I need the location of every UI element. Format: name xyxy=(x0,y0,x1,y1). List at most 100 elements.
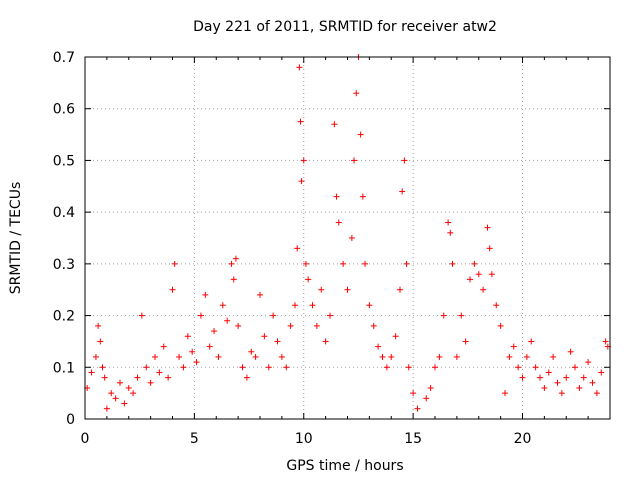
data-point xyxy=(298,178,305,185)
data-point xyxy=(558,390,565,397)
data-point xyxy=(375,343,382,350)
data-point xyxy=(486,245,493,252)
data-point xyxy=(353,90,360,97)
data-point xyxy=(211,328,218,335)
data-point xyxy=(351,157,358,164)
data-point xyxy=(232,255,239,262)
data-point xyxy=(176,353,183,360)
data-point xyxy=(143,364,150,371)
data-point xyxy=(572,364,578,371)
data-point xyxy=(388,353,395,360)
data-point xyxy=(92,353,99,360)
x-tick-label: 15 xyxy=(404,431,422,447)
data-point xyxy=(333,193,340,200)
data-point xyxy=(239,364,246,371)
data-point xyxy=(202,291,209,298)
data-point xyxy=(403,260,410,267)
x-tick-label: 5 xyxy=(190,431,199,447)
data-point xyxy=(99,364,106,371)
y-tick-label: 0.2 xyxy=(53,309,75,325)
y-tick-label: 0.5 xyxy=(53,153,75,169)
data-point xyxy=(197,312,204,319)
data-point xyxy=(138,312,145,319)
data-point xyxy=(165,374,172,381)
data-point xyxy=(130,390,137,397)
data-point xyxy=(447,229,454,236)
data-point xyxy=(302,260,309,267)
data-point xyxy=(567,348,574,355)
data-point xyxy=(283,364,290,371)
data-point xyxy=(545,369,552,376)
data-point xyxy=(484,224,491,231)
data-point xyxy=(335,219,342,226)
data-point xyxy=(193,359,200,366)
data-point xyxy=(436,353,443,360)
y-axis-ticks: 0 0.1 0.2 0.3 0.4 0.5 0.6 0.7 xyxy=(53,50,610,428)
data-point xyxy=(340,260,347,267)
data-point xyxy=(554,379,561,386)
data-point xyxy=(265,364,272,371)
data-point xyxy=(445,219,452,226)
data-point xyxy=(287,322,294,329)
data-point xyxy=(510,343,517,350)
data-point xyxy=(379,353,386,360)
data-point xyxy=(224,317,231,324)
data-point xyxy=(397,286,403,293)
data-point xyxy=(453,353,460,360)
x-tick-label: 0 xyxy=(81,431,90,447)
data-point xyxy=(327,312,333,319)
data-point xyxy=(357,131,364,138)
y-tick-label: 0 xyxy=(66,412,75,428)
data-point xyxy=(156,369,163,376)
data-point xyxy=(401,157,408,164)
data-point xyxy=(152,353,158,360)
data-point xyxy=(576,384,583,391)
data-point xyxy=(410,390,417,397)
data-point xyxy=(95,322,102,329)
data-point xyxy=(362,260,368,267)
data-point xyxy=(383,364,390,371)
data-points xyxy=(84,54,611,412)
data-point xyxy=(550,353,557,360)
data-point xyxy=(449,260,456,267)
data-point xyxy=(121,400,128,407)
data-point xyxy=(189,348,196,355)
data-point xyxy=(593,390,600,397)
data-point xyxy=(318,286,325,293)
data-point xyxy=(270,312,277,319)
data-point xyxy=(296,64,303,71)
data-point xyxy=(243,374,250,381)
data-point xyxy=(528,338,535,345)
data-point xyxy=(101,374,108,381)
data-point xyxy=(580,374,587,381)
data-point xyxy=(169,286,176,293)
data-point xyxy=(480,286,487,293)
data-point xyxy=(125,384,132,391)
data-point xyxy=(506,353,513,360)
data-point xyxy=(405,364,412,371)
data-point xyxy=(274,338,281,345)
data-point xyxy=(305,276,312,283)
data-point xyxy=(458,312,465,319)
data-point xyxy=(278,353,285,360)
x-tick-label: 10 xyxy=(295,431,313,447)
data-point xyxy=(112,395,119,402)
data-point xyxy=(523,353,530,360)
data-point xyxy=(257,291,263,298)
data-point xyxy=(471,260,478,267)
data-point xyxy=(497,322,504,329)
data-point xyxy=(331,121,338,128)
data-point xyxy=(462,338,469,345)
y-tick-label: 0.6 xyxy=(53,102,75,118)
x-axis-title: GPS time / hours xyxy=(286,458,403,474)
data-point xyxy=(519,374,526,381)
data-point xyxy=(108,390,115,397)
data-point xyxy=(475,271,482,278)
data-point xyxy=(252,353,259,360)
x-axis-ticks: 0 5 10 15 20 xyxy=(81,57,589,447)
data-point xyxy=(515,364,522,371)
data-point xyxy=(532,364,539,371)
data-point xyxy=(322,338,329,345)
